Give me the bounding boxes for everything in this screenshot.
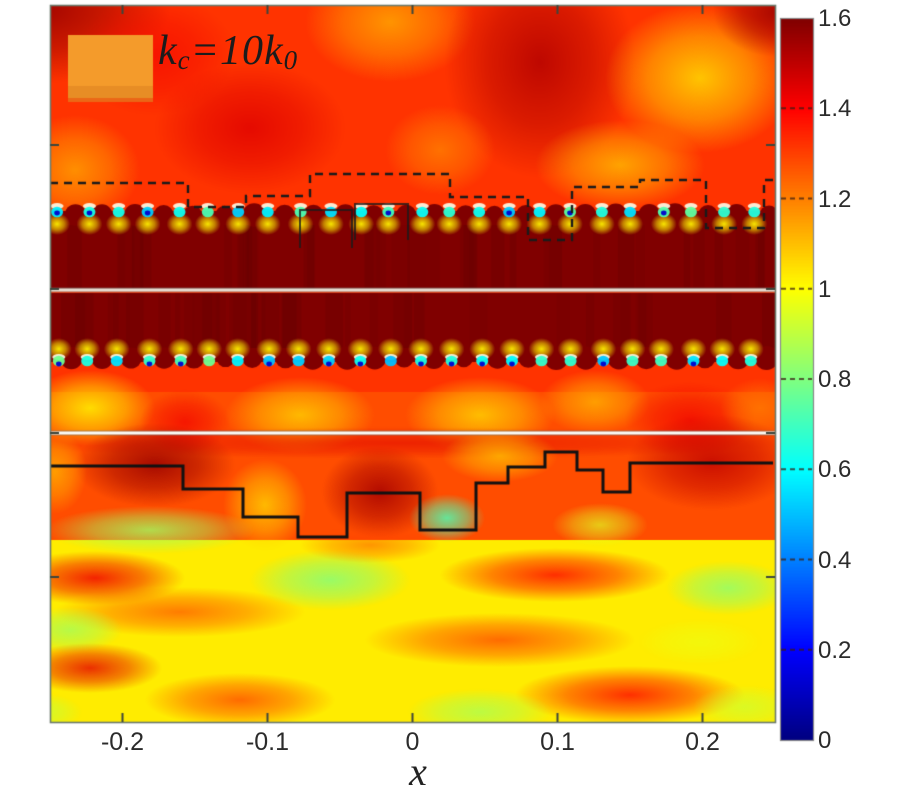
annotation-k2-symbol: k: [263, 28, 284, 74]
colorbar-tick-label: 1.4: [818, 95, 852, 123]
x-tick-label: -0.2: [100, 728, 145, 756]
x-tick-label: -0.1: [245, 728, 290, 756]
x-axis-label: x: [409, 749, 427, 794]
colorbar-tick-label: 0: [818, 727, 832, 754]
colorbar-tick-label: 0.2: [818, 636, 852, 664]
colorbar-tick-label: 1.6: [818, 5, 852, 32]
x-tick-label: 0.1: [540, 728, 575, 756]
colorbar-tick-label: 0.4: [818, 546, 852, 574]
x-tick-label: 0: [405, 728, 420, 756]
annotation-c-subscript: c: [177, 45, 191, 75]
slab-wavenumber-annotation: kc=10k0: [158, 28, 299, 75]
colorbar-tick-label: 0.6: [818, 456, 852, 484]
colorbar-tick-label: 1.2: [818, 185, 852, 213]
annotation-zero-subscript: 0: [283, 45, 299, 75]
colorbar-tick-label: 1: [818, 275, 832, 303]
colorbar-tick-label: 0.8: [818, 366, 852, 393]
annotation-equals-10: =10: [190, 28, 264, 74]
annotation-k-symbol: k: [158, 28, 178, 74]
x-tick-label: 0.2: [685, 728, 720, 756]
